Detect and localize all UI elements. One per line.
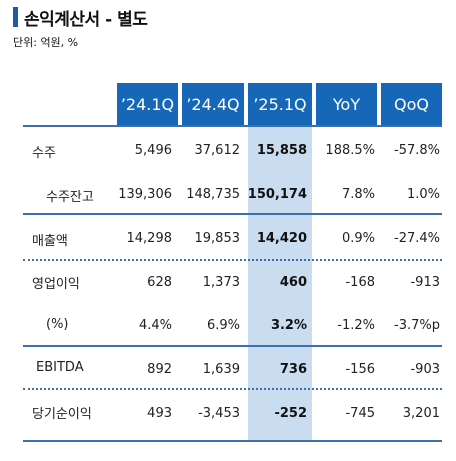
- row-label-net-income: 당기순이익: [32, 407, 92, 422]
- cell-ni-yoy: -745: [345, 406, 375, 421]
- cell-ni-25-1q: -252: [274, 406, 307, 421]
- row-label-orders: 수주: [32, 146, 56, 161]
- cell-orders-yoy: 188.5%: [325, 143, 375, 158]
- row-label-order-backlog: 수주잔고: [46, 190, 94, 205]
- cell-ebitda-yoy: -156: [345, 362, 375, 377]
- header-25-1q: ’25.1Q: [248, 83, 312, 126]
- row-label-margin: (%): [46, 317, 69, 332]
- header-24-1q: ’24.1Q: [117, 83, 178, 126]
- header-qoq: QoQ: [381, 83, 442, 126]
- title-accent-bar: [13, 7, 18, 27]
- cell-ni-qoq: 3,201: [402, 406, 440, 421]
- cell-backlog-yoy: 7.8%: [341, 187, 375, 202]
- rule-after-backlog: [23, 213, 442, 215]
- cell-op-yoy: -168: [345, 275, 375, 290]
- row-label-ebitda: EBITDA: [36, 360, 84, 375]
- title-block: 손익계산서 - 별도: [13, 6, 148, 30]
- cell-orders-25-1q: 15,858: [256, 143, 307, 158]
- cell-orders-24-1q: 5,496: [134, 143, 172, 158]
- header-yoy: YoY: [316, 83, 377, 126]
- cell-sales-24-4q: 19,853: [194, 231, 241, 246]
- cell-backlog-qoq: 1.0%: [406, 187, 440, 202]
- cell-backlog-24-4q: 148,735: [186, 187, 240, 202]
- row-label-operating-profit: 영업이익: [32, 277, 80, 292]
- cell-margin-24-1q: 4.4%: [138, 318, 172, 333]
- rule-after-ebitda: [23, 388, 442, 390]
- cell-sales-yoy: 0.9%: [341, 231, 375, 246]
- cell-ebitda-24-4q: 1,639: [202, 362, 240, 377]
- cell-op-24-1q: 628: [147, 275, 172, 290]
- cell-sales-24-1q: 14,298: [126, 231, 173, 246]
- page-title: 손익계산서 - 별도: [24, 9, 148, 30]
- header-24-4q: ’24.4Q: [182, 83, 244, 126]
- rule-header-bottom: [23, 125, 442, 127]
- cell-orders-qoq: -57.8%: [394, 143, 440, 158]
- cell-backlog-25-1q: 150,174: [247, 187, 307, 202]
- cell-sales-qoq: -27.4%: [394, 231, 440, 246]
- rule-table-bottom: [23, 440, 442, 442]
- cell-ebitda-24-1q: 892: [147, 362, 172, 377]
- cell-margin-yoy: -1.2%: [337, 318, 375, 333]
- cell-margin-qoq: -3.7%p: [394, 318, 440, 333]
- rule-after-margin: [23, 345, 442, 347]
- cell-ebitda-25-1q: 736: [279, 362, 307, 377]
- row-label-sales: 매출액: [32, 234, 68, 249]
- cell-ebitda-qoq: -903: [410, 362, 440, 377]
- cell-sales-25-1q: 14,420: [256, 231, 307, 246]
- rule-after-sales: [23, 259, 442, 261]
- cell-op-25-1q: 460: [279, 275, 307, 290]
- cell-ni-24-4q: -3,453: [198, 406, 240, 421]
- cell-margin-24-4q: 6.9%: [206, 318, 240, 333]
- cell-op-qoq: -913: [410, 275, 440, 290]
- cell-ni-24-1q: 493: [147, 406, 172, 421]
- cell-margin-25-1q: 3.2%: [270, 318, 307, 333]
- cell-op-24-4q: 1,373: [202, 275, 240, 290]
- cell-backlog-24-1q: 139,306: [118, 187, 172, 202]
- unit-label: 단위: 억원, %: [13, 36, 79, 49]
- cell-orders-24-4q: 37,612: [194, 143, 241, 158]
